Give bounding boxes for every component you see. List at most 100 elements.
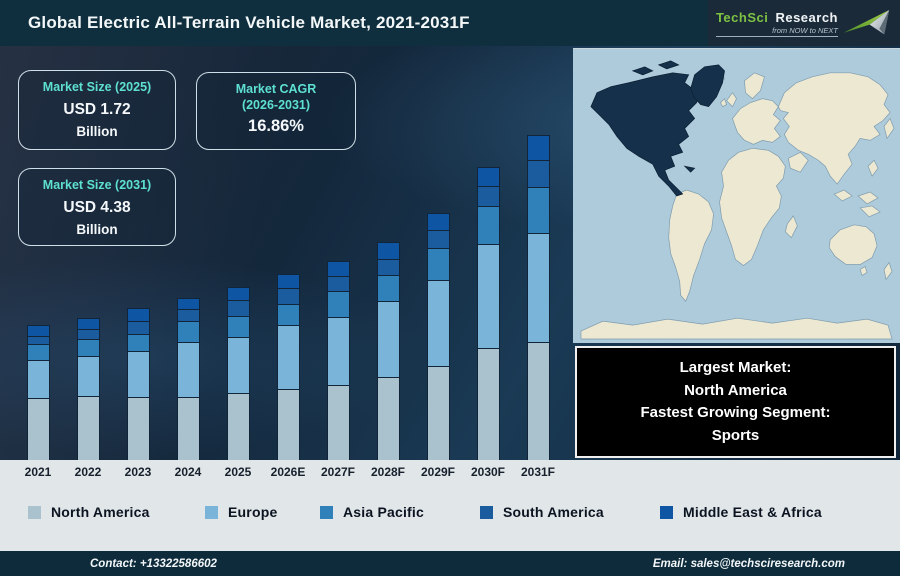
bar-segment-asia-pacific	[126, 334, 150, 351]
x-axis-label-: 2025	[224, 465, 252, 479]
bar-segment-asia-pacific	[26, 344, 50, 360]
legend-item-north-america: North America	[28, 504, 205, 520]
bar-segment-south-america	[126, 321, 150, 334]
bar-	[76, 318, 100, 460]
largest-market-label: Largest Market:	[679, 359, 792, 376]
email-info: Email: sales@techsciresearch.com	[652, 557, 845, 570]
bar-	[26, 325, 50, 460]
legend-swatch-asia-pacific	[320, 505, 333, 519]
legend-item-asia-pacific: Asia Pacific	[320, 504, 480, 520]
bar-f	[476, 167, 500, 460]
bar-segment-south-america	[376, 259, 400, 275]
bar-segment-north-america	[326, 385, 350, 460]
map-land	[580, 72, 895, 340]
bar-segment-asia-pacific	[426, 248, 450, 280]
bar-segment-asia-pacific	[326, 291, 350, 317]
x-axis-label-: 2024	[174, 465, 202, 479]
infobox-value: 16.86%	[248, 116, 304, 135]
bar-segment-middle-east-africa	[526, 135, 550, 160]
bar-segment-middle-east-africa	[226, 287, 250, 300]
legend-item-europe: Europe	[205, 504, 320, 520]
legend-swatch-south-america	[480, 505, 493, 519]
bar-segment-asia-pacific	[376, 275, 400, 301]
bar-segment-asia-pacific	[226, 316, 250, 337]
bar-segment-north-america	[276, 389, 300, 460]
x-axis-label-f: 2027F	[320, 465, 356, 479]
page-title: Global Electric All-Terrain Vehicle Mark…	[28, 13, 470, 32]
bar-segment-europe	[126, 351, 150, 397]
infobox-market-size-2025: Market Size (2025) USD 1.72 Billion	[18, 70, 176, 150]
bar-f	[376, 242, 400, 460]
bar-segment-south-america	[476, 186, 500, 206]
logo-wordmark: TechSci Research from NOW to NEXT	[715, 9, 838, 37]
axis-and-legend-strip: 2021 2022 2023 2024 2025 2026E 2027F 2028F 2029F…	[0, 460, 900, 551]
chart-legend: North America Europe Asia Pacific South Ame…	[28, 504, 900, 520]
fastest-segment-label: Fastest Growing Segment:	[640, 404, 831, 421]
bar-segment-middle-east-africa	[426, 213, 450, 230]
bar-segment-middle-east-africa	[176, 298, 200, 309]
largest-market-value: North America	[684, 381, 787, 399]
legend-swatch-europe	[205, 505, 218, 519]
bar-segment-middle-east-africa	[376, 242, 400, 259]
infobox-label: Market Size (2025)	[42, 80, 152, 94]
bar-segment-europe	[76, 356, 100, 396]
bar-f	[526, 135, 550, 460]
bar-segment-middle-east-africa	[476, 167, 500, 186]
legend-label-north-america: North America	[51, 504, 150, 520]
bar-segment-north-america	[126, 397, 150, 460]
bar-e	[276, 274, 300, 460]
bar-segment-asia-pacific	[276, 304, 300, 325]
x-axis: 2021 2022 2023 2024 2025 2026E 2027F 2028F 2029F…	[13, 465, 563, 479]
bar-segment-south-america	[426, 230, 450, 248]
legend-item-south-america: South America	[480, 504, 660, 520]
bar-segment-middle-east-africa	[126, 308, 150, 321]
bar-	[176, 298, 200, 460]
bar-segment-north-america	[226, 393, 250, 460]
bar-segment-europe	[326, 317, 350, 385]
x-axis-label-f: 2029F	[420, 465, 456, 479]
bar-segment-north-america	[526, 342, 550, 460]
legend-label-south-america: South America	[503, 504, 604, 520]
infobox-label: Market Size (2031)	[42, 178, 152, 192]
legend-label-middle-east-africa: Middle East & Africa	[683, 504, 822, 520]
infobox-label: Market CAGR (2026-2031)	[235, 82, 317, 112]
bar-segment-asia-pacific	[176, 321, 200, 342]
logo-tagline: from NOW to NEXT	[772, 25, 838, 35]
techsci-logo: TechSci Research from NOW to NEXT	[708, 0, 900, 46]
legend-label-asia-pacific: Asia Pacific	[343, 504, 424, 520]
bar-segment-south-america	[226, 300, 250, 316]
bar-f	[326, 261, 350, 460]
logo-arrow-icon	[843, 10, 890, 35]
legend-swatch-middle-east-africa	[660, 505, 673, 519]
chart-panel: Market Size (2025) USD 1.72 Billion Mark…	[0, 46, 900, 460]
bar-	[226, 287, 250, 460]
infobox-unit: Billion	[76, 123, 118, 139]
header: Global Electric All-Terrain Vehicle Mark…	[0, 0, 900, 46]
bar-segment-europe	[176, 342, 200, 397]
x-axis-label-f: 2030F	[470, 465, 506, 479]
map-north-america-highlight	[590, 60, 725, 197]
infobox-market-cagr: Market CAGR (2026-2031) 16.86%	[196, 72, 356, 150]
legend-item-middle-east-africa: Middle East & Africa	[660, 504, 900, 520]
x-axis-label-f: 2028F	[370, 465, 406, 479]
infobox-market-size-2031: Market Size (2031) USD 4.38 Billion	[18, 168, 176, 246]
bar-segment-europe	[376, 301, 400, 377]
bar-segment-middle-east-africa	[276, 274, 300, 288]
logo-brand-primary: TechSci	[715, 9, 769, 25]
legend-swatch-north-america	[28, 505, 41, 519]
bar-segment-middle-east-africa	[76, 318, 100, 329]
legend-label-europe: Europe	[228, 504, 278, 520]
bar-segment-north-america	[176, 397, 200, 460]
bar-segment-asia-pacific	[476, 206, 500, 244]
bar-segment-north-america	[376, 377, 400, 460]
fastest-segment-value: Sports	[711, 426, 760, 444]
logo-brand-secondary: Research	[775, 9, 838, 25]
bar-segment-europe	[526, 233, 550, 342]
infobox-unit: Billion	[76, 221, 118, 237]
x-axis-label-e: 2026E	[270, 465, 306, 479]
bar-segment-europe	[476, 244, 500, 348]
bar-segment-europe	[226, 337, 250, 393]
world-map	[573, 48, 900, 343]
bar-segment-south-america	[26, 336, 50, 344]
bar-segment-south-america	[276, 288, 300, 304]
